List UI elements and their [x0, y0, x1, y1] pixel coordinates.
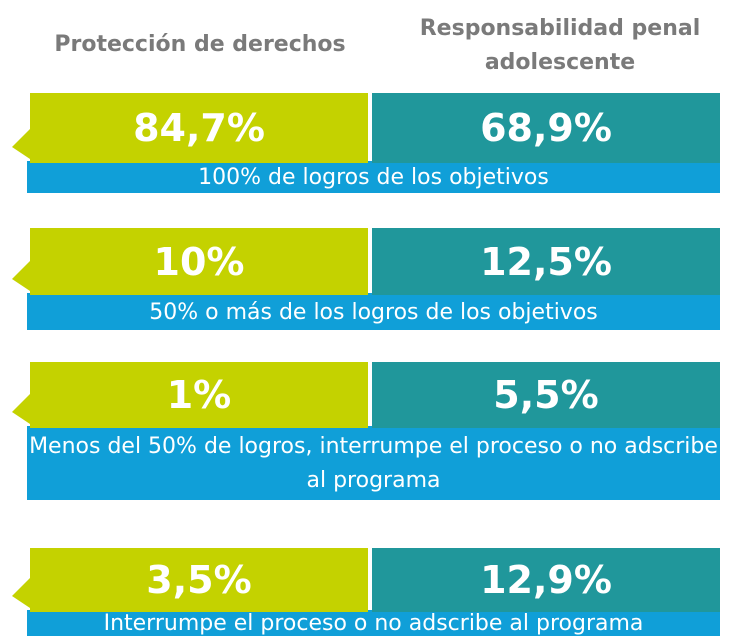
left-value: 1%: [166, 373, 232, 417]
left-header: Protección de derechos: [54, 32, 346, 57]
left-value: 3,5%: [146, 558, 252, 602]
right-cell: [372, 228, 720, 295]
right-cell: [372, 93, 720, 163]
right-value: 68,9%: [480, 106, 612, 150]
left-cell: [12, 93, 368, 163]
left-cell: [12, 362, 368, 428]
right-header: Responsabilidad penal adolescente: [419, 16, 701, 75]
right-cell: [372, 548, 720, 612]
row-label: Menos del 50% de logros, interrumpe el p…: [29, 434, 718, 493]
left-cell: [12, 228, 368, 295]
right-value: 12,9%: [480, 558, 612, 602]
row-label: Interrumpe el proceso o no adscribe al p…: [103, 611, 644, 636]
left-value: 84,7%: [133, 106, 265, 150]
row-label: 50% o más de los logros de los objetivos: [149, 299, 598, 325]
left-cell: [12, 548, 368, 612]
label-band: [27, 426, 720, 500]
right-value: 5,5%: [493, 373, 599, 417]
left-value: 10%: [153, 239, 245, 284]
right-cell: [372, 362, 720, 428]
label-band: [27, 161, 720, 193]
right-value: 12,5%: [480, 239, 612, 284]
label-band: [27, 293, 720, 330]
row-label: 100% de logros de los objetivos: [198, 165, 549, 190]
label-band: [27, 610, 720, 636]
